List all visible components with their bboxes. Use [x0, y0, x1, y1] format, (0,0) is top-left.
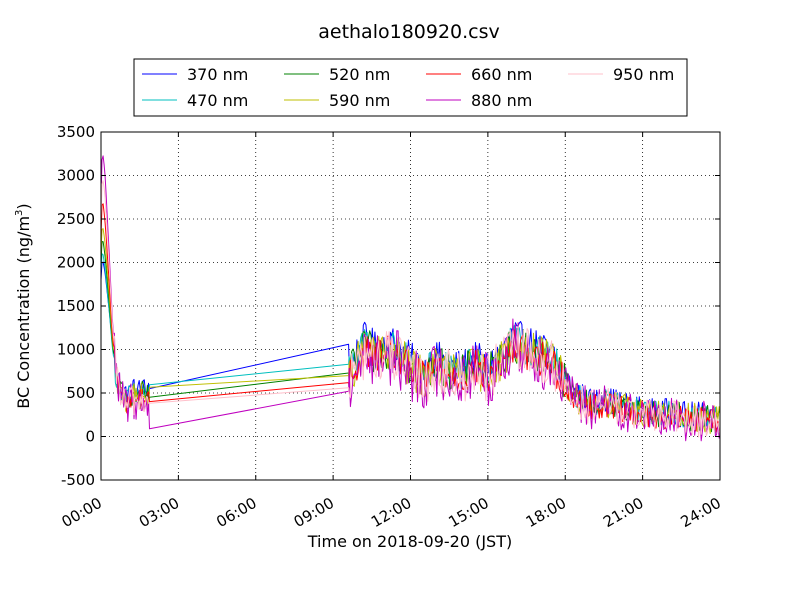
x-tick-label: 06:00 — [213, 494, 259, 531]
y-tick-label: 3000 — [57, 167, 95, 185]
legend: 370 nm 470 nm 520 nm 590 nm 660 nm 880 nm 950 … — [133, 58, 688, 117]
x-tick-label: 18:00 — [523, 494, 569, 531]
legend-label: 880 nm — [471, 91, 532, 110]
legend-frame — [133, 58, 688, 117]
x-tick-label: 24:00 — [678, 494, 724, 531]
y-axis-label: BC Concentration (ng/m3) — [14, 203, 33, 408]
y-axis: 3500 3000 2500 2000 1500 1000 500 0 -500 — [57, 123, 720, 489]
y-tick-label: 1500 — [57, 297, 95, 315]
legend-label: 470 nm — [187, 91, 248, 110]
x-tick-label: 12:00 — [368, 494, 414, 531]
y-tick-label: 2500 — [57, 210, 95, 228]
y-axis-label-sup: 3 — [14, 210, 25, 216]
y-tick-label: 0 — [85, 428, 95, 446]
x-tick-label: 15:00 — [445, 494, 491, 531]
y-axis-label-close: ) — [14, 203, 33, 209]
x-axis-label: Time on 2018-09-20 (JST) — [307, 532, 512, 551]
y-tick-label: 500 — [66, 384, 95, 402]
chart-title: aethalo180920.csv — [318, 21, 500, 43]
y-tick-label: -500 — [61, 471, 95, 489]
y-tick-label: 3500 — [57, 123, 95, 141]
legend-label: 520 nm — [329, 65, 390, 84]
x-tick-label: 21:00 — [600, 494, 646, 531]
legend-label: 950 nm — [613, 65, 674, 84]
x-tick-label: 09:00 — [291, 494, 337, 531]
legend-label: 660 nm — [471, 65, 532, 84]
y-tick-label: 2000 — [57, 254, 95, 272]
legend-label: 590 nm — [329, 91, 390, 110]
y-axis-label-main: BC Concentration (ng/m — [14, 216, 33, 409]
legend-label: 370 nm — [187, 65, 248, 84]
x-tick-label: 00:00 — [59, 494, 105, 531]
x-tick-label: 03:00 — [136, 494, 182, 531]
series-layer — [101, 155, 720, 442]
y-tick-label: 1000 — [57, 341, 95, 359]
series-line-950-nm — [101, 180, 720, 438]
